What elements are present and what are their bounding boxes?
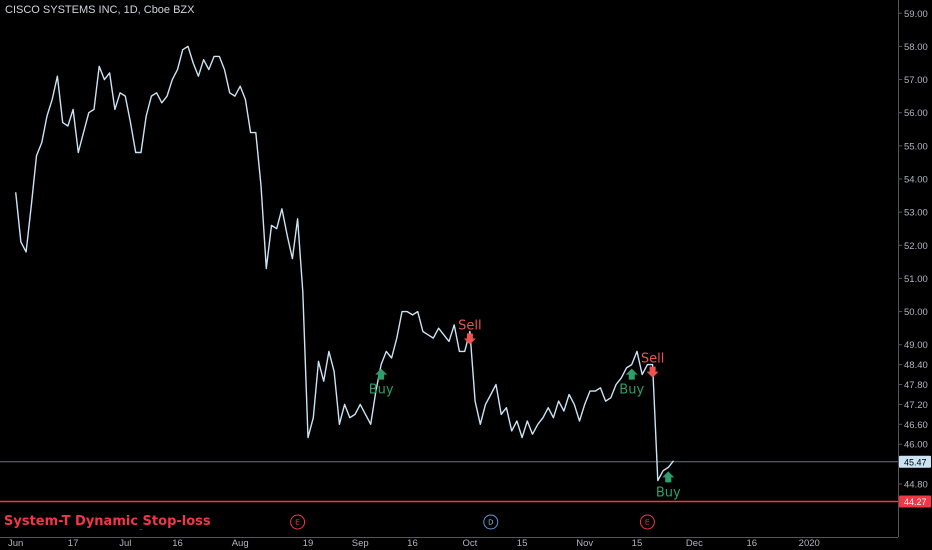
y-tick-label: 54.00 — [904, 175, 928, 186]
y-tick-label: 53.00 — [904, 208, 928, 219]
buy-arrow-icon — [662, 471, 675, 483]
x-tick-label: 16 — [747, 538, 758, 549]
x-tick-label: Dec — [686, 538, 703, 549]
event-label: D — [488, 520, 493, 527]
buy-label: Buy — [656, 485, 681, 500]
sell-arrow-icon — [646, 366, 659, 378]
x-tick-label: 15 — [517, 538, 528, 549]
earnings-event[interactable]: E — [639, 514, 655, 530]
event-label: E — [295, 520, 300, 527]
y-tick-label: 44.80 — [904, 479, 928, 490]
y-tick-label: 47.20 — [904, 400, 928, 411]
buy-label: Buy — [369, 383, 394, 398]
last-price-tag — [899, 455, 931, 468]
x-tick-label: 16 — [407, 538, 418, 549]
sell-label: Sell — [458, 318, 481, 333]
y-tick-label: 47.80 — [904, 380, 928, 391]
event-badge[interactable] — [483, 514, 499, 530]
x-tick-label: 17 — [68, 538, 79, 549]
event-badge[interactable] — [639, 514, 655, 530]
buy-arrow-icon — [375, 368, 388, 380]
buy-signal: Buy — [369, 368, 394, 398]
y-tick-label: 59.00 — [904, 9, 928, 20]
x-tick-label: Jun — [8, 538, 23, 549]
y-tick-label: 50.00 — [904, 307, 928, 318]
stop-loss-label: 44.27 — [904, 497, 927, 507]
sell-signal: Sell — [458, 318, 482, 345]
stop-loss-tag — [899, 495, 931, 508]
dividend-event[interactable]: D — [483, 514, 499, 530]
y-tick-label: 49.00 — [904, 340, 928, 351]
x-tick-label: Jul — [119, 538, 131, 549]
x-tick-label: Oct — [462, 538, 477, 549]
x-tick-label: 19 — [303, 538, 314, 549]
price-line[interactable] — [15, 45, 675, 482]
x-tick-label: 15 — [632, 538, 643, 549]
x-tick-label: 16 — [172, 538, 183, 549]
buy-label: Buy — [619, 383, 644, 398]
x-tick-label: Nov — [576, 538, 593, 549]
y-tick-label: 46.00 — [904, 440, 928, 451]
y-tick-label: 57.00 — [904, 75, 928, 86]
last-price-label: 45.47 — [904, 457, 927, 467]
y-tick-label: 48.40 — [904, 360, 928, 371]
y-tick-label: 56.00 — [904, 108, 928, 119]
x-tick-label: Aug — [232, 538, 249, 549]
y-tick-label: 58.00 — [904, 42, 928, 53]
sell-signal: Sell — [641, 352, 664, 378]
y-tick-label: 51.00 — [904, 274, 928, 285]
y-tick-label: 55.00 — [904, 141, 928, 152]
study-label: System-T Dynamic Stop-loss — [4, 514, 211, 529]
chart-title: CISCO SYSTEMS INC, 1D, Cboe BZX — [5, 4, 195, 16]
x-tick-label: 2020 — [799, 538, 820, 549]
buy-signal: Buy — [656, 471, 681, 500]
event-badge[interactable] — [290, 514, 306, 530]
earnings-event[interactable]: E — [290, 514, 306, 530]
y-tick-label: 52.00 — [904, 241, 928, 252]
buy-arrow-icon — [625, 368, 638, 380]
sell-arrow-icon — [463, 333, 476, 345]
sell-label: Sell — [641, 352, 664, 367]
x-tick-label: Sep — [352, 538, 369, 549]
y-tick-label: 46.60 — [904, 420, 928, 431]
buy-signal: Buy — [619, 368, 644, 398]
event-label: E — [645, 520, 650, 527]
